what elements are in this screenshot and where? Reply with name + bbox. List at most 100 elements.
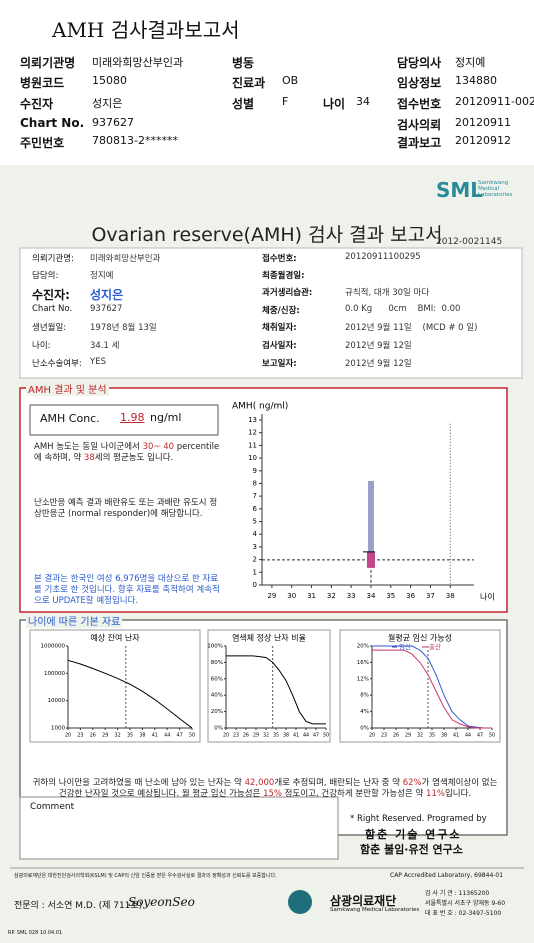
info-value: 20120911100295 <box>345 252 421 262</box>
x-tick-label: 38 <box>441 733 447 739</box>
field-value: 성지은 <box>92 97 123 110</box>
field-value: 20120912 <box>455 134 511 147</box>
x-tick-label: 29 <box>253 733 259 739</box>
y-tick-label: 0% <box>214 726 223 732</box>
text-part: 입니다. <box>444 789 472 799</box>
form-id: RP. SML 028 10.04.01 <box>8 930 63 936</box>
field-label: 수진자 <box>20 97 54 111</box>
info-box <box>19 247 523 379</box>
y-tick-label: 60% <box>211 676 223 682</box>
y-tick-label: 1000 <box>51 726 65 732</box>
x-tick-label: 32 <box>417 733 423 739</box>
x-tick-label: 34 <box>367 592 376 600</box>
org-en: Samkwang Medical Laboratories <box>330 907 420 913</box>
amh-section-box <box>19 387 508 613</box>
y-tick-label: 16% <box>357 660 369 666</box>
legend-label: 출산 <box>429 642 441 651</box>
field-value: OB <box>282 74 299 87</box>
y-tick-label: 12 <box>248 429 257 437</box>
amh-section-title: AMH 결과 및 분석 <box>26 381 109 396</box>
marker <box>366 551 375 568</box>
y-tick-label: 7 <box>253 492 257 500</box>
text-part: 15% <box>263 789 282 799</box>
x-tick-label: 35 <box>127 733 133 739</box>
footer-logo <box>288 890 312 914</box>
x-tick-label: 50 <box>323 733 329 739</box>
logo-sub: Samkwang Medical Laboratories <box>478 180 512 198</box>
x-tick-label: 35 <box>429 733 435 739</box>
x-tick-label: 30 <box>287 592 296 600</box>
info-label: 보고일자: <box>262 359 297 369</box>
x-tick-label: 38 <box>139 733 145 739</box>
logo-sub-line: Laboratories <box>478 192 513 198</box>
field-value: 34 <box>356 95 370 108</box>
info-value: 성지은 <box>90 288 124 302</box>
x-tick-label: 36 <box>406 592 415 600</box>
signature: SoyeonSeo <box>128 895 195 909</box>
basic-section-title: 나이에 따른 기본 자료 <box>26 613 123 628</box>
field-label: 병원코드 <box>20 76 65 90</box>
text-part: 38 <box>83 453 95 463</box>
info-value: 2012년 9월 12일 <box>345 341 412 351</box>
x-tick-label: 47 <box>313 733 319 739</box>
logo-sub-line: Samkwang <box>478 180 509 186</box>
y-tick-label: 20% <box>357 644 369 650</box>
chart-title: 염색체 정상 난자 비율 <box>232 633 306 643</box>
field-value: F <box>282 95 289 108</box>
info-value: 34.1 세 <box>90 341 120 351</box>
info-label: 의뢰기관명: <box>32 254 74 264</box>
y-tick-label: 1000000 <box>41 644 66 650</box>
comment-label: Comment <box>30 802 75 812</box>
x-tick-label: 20 <box>65 733 71 739</box>
y-tick-label: 40% <box>211 693 223 699</box>
x-tick-label: 44 <box>465 733 471 739</box>
info-label: 생년월일: <box>32 323 67 333</box>
info-label: 체중/신장: <box>262 306 300 316</box>
info-label: 접수번호: <box>262 254 297 264</box>
report-title: Ovarian reserve(AMH) 검사 결과 보고서 <box>91 224 443 246</box>
text-part: 62% <box>402 778 422 788</box>
info-label: 담당의: <box>32 271 59 281</box>
info-value: 2012년 9월 12일 <box>345 359 412 369</box>
field-label: 나이 <box>323 97 346 111</box>
x-tick-label: 41 <box>293 733 299 739</box>
y-tick-label: 6 <box>253 505 258 513</box>
info-value: 1978년 8월 13일 <box>90 323 157 333</box>
y-tick-label: 0 <box>253 581 257 589</box>
y-tick-label: 5 <box>253 518 257 526</box>
x-tick-label: 41 <box>453 733 459 739</box>
field-value: 20120911-00295 <box>455 95 534 108</box>
x-tick-label: 50 <box>189 733 195 739</box>
paragraph: 본 결과는 한국인 여성 6,976명을 대상으로 한 자료를 기초로 한 것입… <box>34 574 220 606</box>
field-value: 20120911 <box>455 116 511 129</box>
x-tick-label: 35 <box>386 592 395 600</box>
x-tick-label: 47 <box>477 733 483 739</box>
x-tick-label: 41 <box>152 733 158 739</box>
lab: 함춘 불임·유전 연구소 <box>360 843 463 856</box>
y-tick-label: 100000 <box>44 671 65 677</box>
cap: CAP Accredited Laboratory, 69844-01 <box>390 872 504 879</box>
text-part: 30~ 40 <box>142 442 175 452</box>
x-tick-label: 38 <box>446 592 455 600</box>
text-part: 가 염색체이상이 없는 건강한 난자일 것으로 예상됩니다. 월 평균 임신 가… <box>58 778 498 799</box>
info-value: 규칙적, 대개 30일 마다 <box>345 288 430 298</box>
info-value: 2012년 9월 11일 (MCD # 0 일) <box>345 323 478 333</box>
info-value: 0.0 Kg 0cm BMI: 0.00 <box>345 304 461 314</box>
field-value: 134880 <box>455 74 497 87</box>
x-tick-label: 23 <box>381 733 387 739</box>
x-tick-label: 35 <box>273 733 279 739</box>
field-label: 병동 <box>232 56 255 70</box>
series-line <box>226 655 326 725</box>
y-tick-label: 13 <box>248 416 257 424</box>
field-label: 의뢰기관명 <box>20 56 76 70</box>
address: 서울특별시 서초구 양재동 9-60 <box>425 900 506 907</box>
panel <box>339 629 501 743</box>
x-tick-label: 29 <box>102 733 108 739</box>
y-axis-label: AMH( ng/ml) <box>232 402 288 412</box>
field-value: 15080 <box>92 74 127 87</box>
y-tick-label: 12% <box>357 676 369 682</box>
x-tick-label: 23 <box>77 733 83 739</box>
y-tick-label: 3 <box>253 543 257 551</box>
field-value: 정지예 <box>455 56 486 69</box>
